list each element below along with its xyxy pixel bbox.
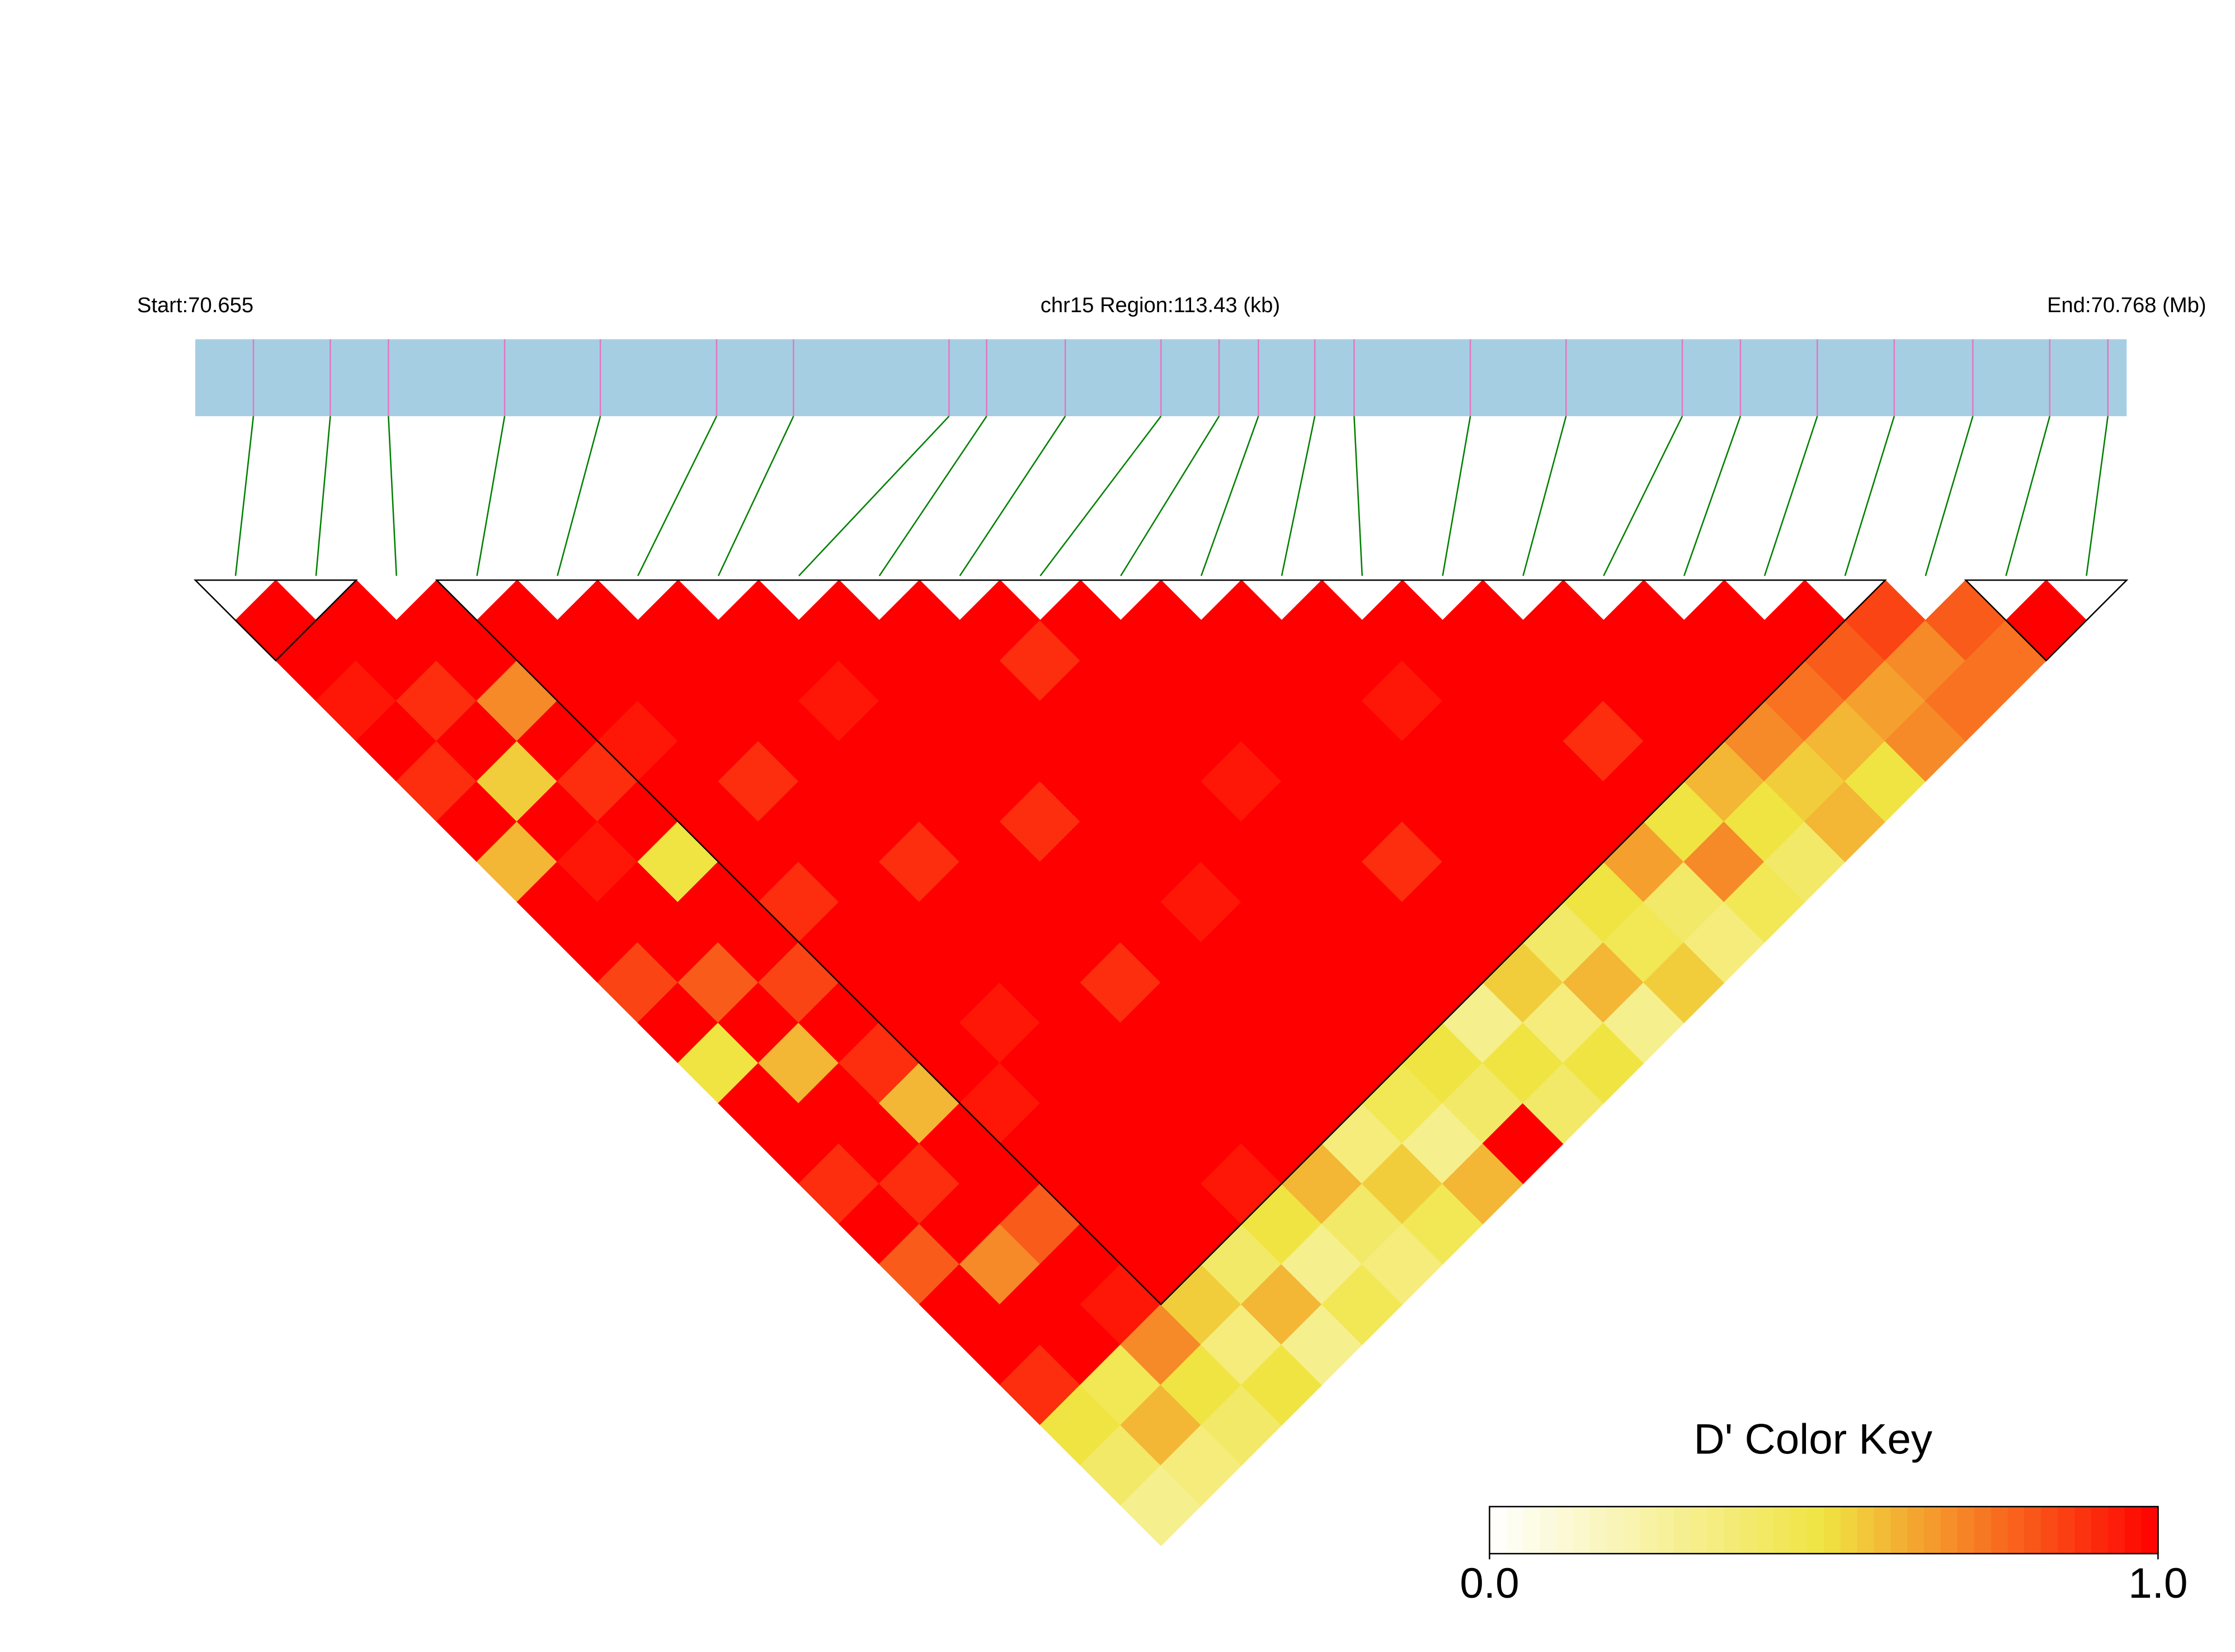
end-label: End:70.768 (Mb)	[2047, 293, 2206, 317]
key-swatch	[1723, 1507, 1741, 1554]
key-swatch	[1623, 1507, 1641, 1554]
key-swatch	[2024, 1507, 2042, 1554]
key-swatch	[2041, 1507, 2059, 1554]
snp-connector	[1120, 416, 1220, 577]
snp-connector	[2005, 416, 2051, 576]
key-swatch	[1673, 1507, 1691, 1554]
snp-connector	[1683, 416, 1742, 576]
key-swatch	[1556, 1507, 1574, 1554]
snp-connector	[2086, 416, 2109, 576]
snp-connector	[1353, 416, 1363, 576]
key-swatch	[1706, 1507, 1724, 1554]
snp-connector	[798, 416, 950, 577]
snp-connector	[1763, 416, 1818, 576]
key-swatch	[1890, 1507, 1908, 1554]
key-swatch	[1757, 1507, 1775, 1554]
key-swatch	[1773, 1507, 1791, 1554]
ld-block	[193, 579, 358, 662]
key-swatch	[1606, 1507, 1624, 1554]
key-swatch	[1840, 1507, 1858, 1554]
key-swatch	[1573, 1507, 1591, 1554]
snp-connector	[476, 416, 506, 576]
key-swatch	[2058, 1507, 2076, 1554]
key-swatch	[1941, 1507, 1959, 1554]
key-swatch	[1924, 1507, 1942, 1554]
key-swatch	[2007, 1507, 2025, 1554]
region-label: chr15 Region:113.43 (kb)	[1041, 293, 1280, 317]
key-tick-label: 1.0	[2128, 1560, 2187, 1607]
snp-connector	[959, 416, 1066, 577]
start-label: Start:70.655	[137, 293, 253, 317]
key-swatch	[1657, 1507, 1674, 1554]
key-swatch	[2141, 1507, 2159, 1554]
key-swatch	[1740, 1507, 1758, 1554]
key-swatch	[1540, 1507, 1558, 1554]
snp-connector	[1603, 416, 1683, 576]
key-swatch	[1907, 1507, 1925, 1554]
key-tick-label: 0.0	[1460, 1560, 1519, 1607]
key-swatch	[2124, 1507, 2142, 1554]
snp-connector	[1039, 416, 1162, 577]
ld-block	[435, 579, 1887, 1306]
snp-connector	[1281, 416, 1316, 576]
snp-connector	[1522, 416, 1567, 576]
key-swatch	[1823, 1507, 1842, 1554]
key-border	[1489, 1505, 2159, 1555]
snp-connector	[637, 416, 718, 576]
key-title: D' Color Key	[1694, 1416, 1933, 1463]
snp-connector	[717, 416, 794, 576]
key-swatch	[1991, 1507, 2008, 1554]
key-swatch	[1523, 1507, 1541, 1554]
snp-connector	[234, 416, 255, 576]
key-swatch	[1690, 1507, 1708, 1554]
key-swatch	[1957, 1507, 1975, 1554]
key-swatch	[1640, 1507, 1658, 1554]
key-swatch	[1489, 1507, 1507, 1554]
snp-connector	[388, 416, 397, 576]
snp-connector	[1844, 416, 1895, 576]
snp-connector	[1200, 416, 1259, 576]
ld-block	[1964, 579, 2129, 662]
key-swatch	[1857, 1507, 1875, 1554]
key-swatch	[2074, 1507, 2092, 1554]
key-swatch	[2107, 1507, 2125, 1554]
snp-connector	[315, 416, 331, 576]
snp-connector	[1925, 416, 1974, 576]
key-swatch	[2091, 1507, 2109, 1554]
key-swatch	[1506, 1507, 1524, 1554]
snp-connector	[557, 416, 601, 576]
snp-connector	[1442, 416, 1471, 576]
snp-connector	[878, 416, 987, 577]
key-swatch	[1807, 1507, 1825, 1554]
key-swatch	[1974, 1507, 1992, 1554]
key-swatch	[1790, 1507, 1808, 1554]
key-swatch	[1589, 1507, 1607, 1554]
key-swatch	[1874, 1507, 1891, 1554]
